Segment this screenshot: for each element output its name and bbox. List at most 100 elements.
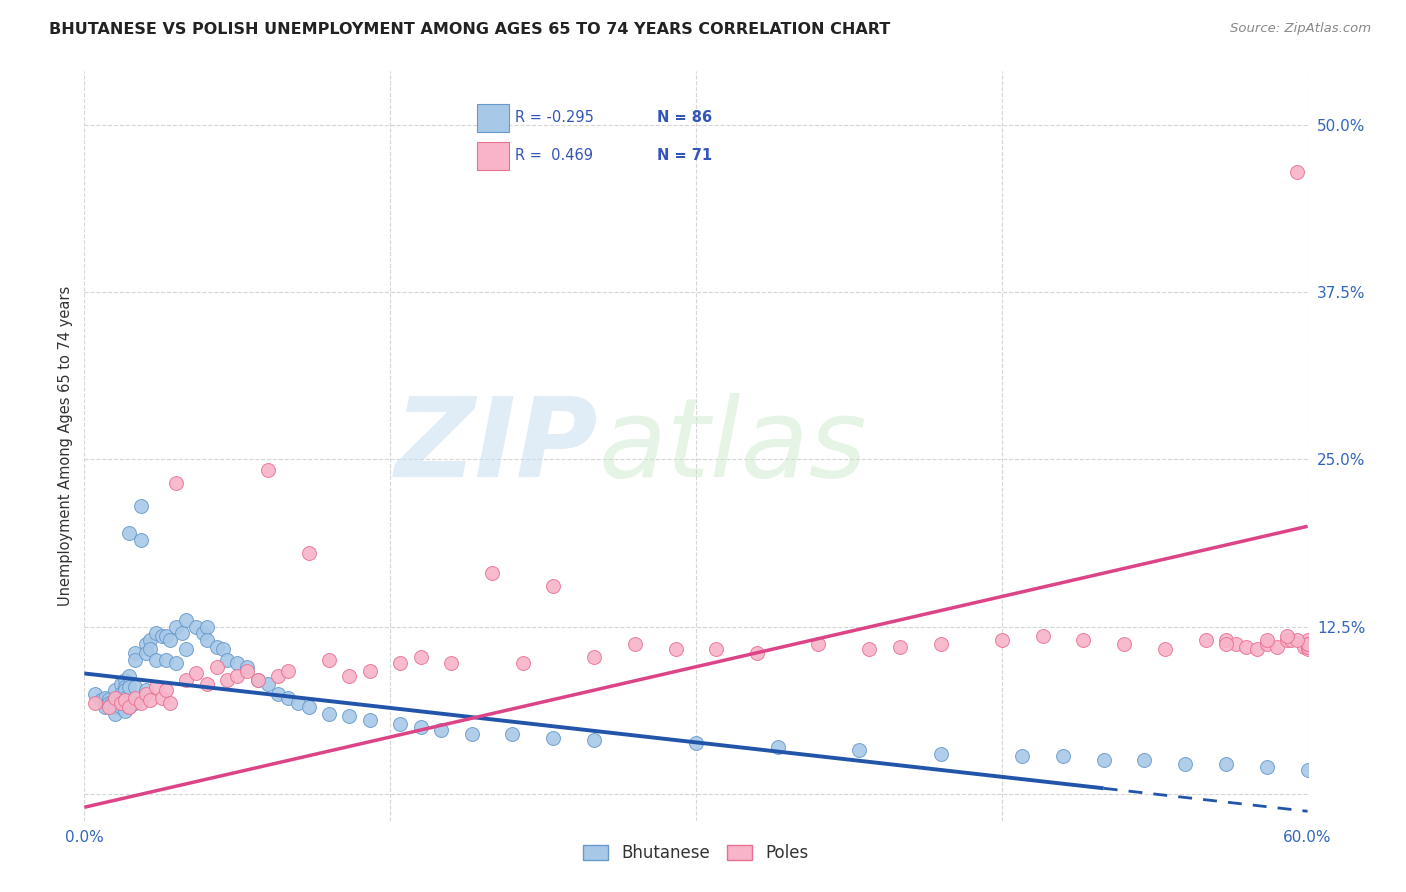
Point bbox=[114, 704, 136, 718]
Point bbox=[118, 680, 141, 694]
Point bbox=[217, 673, 239, 688]
Point bbox=[298, 699, 321, 714]
Point bbox=[1195, 633, 1218, 648]
Point bbox=[287, 696, 309, 710]
Point bbox=[110, 677, 132, 691]
Point bbox=[124, 680, 146, 694]
Point bbox=[124, 696, 146, 710]
Point bbox=[848, 742, 870, 756]
Point bbox=[858, 642, 880, 657]
Point bbox=[246, 673, 269, 688]
Point bbox=[186, 666, 208, 681]
Point bbox=[104, 692, 127, 706]
Point bbox=[1011, 749, 1033, 764]
Point bbox=[1277, 633, 1299, 648]
Point bbox=[1296, 642, 1319, 657]
Point bbox=[93, 696, 115, 710]
Point bbox=[195, 677, 218, 691]
Point bbox=[93, 690, 115, 705]
Point bbox=[150, 690, 173, 705]
Point bbox=[512, 656, 534, 670]
Point bbox=[155, 629, 177, 643]
Point bbox=[226, 669, 249, 683]
Point bbox=[583, 650, 606, 665]
Point bbox=[1133, 753, 1156, 767]
Point bbox=[461, 726, 484, 740]
Point bbox=[124, 690, 146, 705]
Point bbox=[1225, 637, 1247, 651]
Point bbox=[502, 726, 524, 740]
Point bbox=[298, 546, 321, 560]
Point bbox=[155, 682, 177, 697]
Point bbox=[1073, 633, 1095, 648]
Point bbox=[131, 500, 153, 514]
Point bbox=[174, 642, 197, 657]
Point bbox=[430, 723, 453, 737]
Point bbox=[246, 673, 269, 688]
Point bbox=[1292, 640, 1315, 654]
Point bbox=[135, 637, 157, 651]
Point bbox=[150, 629, 173, 643]
Point bbox=[97, 692, 120, 706]
Point bbox=[583, 733, 606, 747]
Point bbox=[135, 682, 157, 697]
Point bbox=[114, 680, 136, 694]
Point bbox=[104, 696, 127, 710]
Point bbox=[110, 699, 132, 714]
Point bbox=[145, 680, 167, 694]
Point bbox=[440, 656, 463, 670]
Text: ZIP: ZIP bbox=[395, 392, 598, 500]
Point bbox=[110, 693, 132, 707]
Point bbox=[118, 699, 141, 714]
Point bbox=[155, 653, 177, 667]
Point bbox=[226, 656, 249, 670]
Text: Source: ZipAtlas.com: Source: ZipAtlas.com bbox=[1230, 22, 1371, 36]
Point bbox=[1032, 629, 1054, 643]
Point bbox=[236, 664, 259, 678]
Point bbox=[277, 690, 299, 705]
Point bbox=[124, 653, 146, 667]
Point bbox=[409, 720, 432, 734]
Point bbox=[889, 640, 911, 654]
Point bbox=[257, 463, 280, 477]
Point bbox=[929, 637, 952, 651]
Point bbox=[1174, 757, 1197, 772]
Point bbox=[1215, 757, 1237, 772]
Point bbox=[1246, 642, 1268, 657]
Point bbox=[205, 640, 228, 654]
Point bbox=[359, 714, 381, 728]
Point bbox=[1296, 637, 1319, 651]
Point bbox=[1256, 633, 1278, 648]
Text: BHUTANESE VS POLISH UNEMPLOYMENT AMONG AGES 65 TO 74 YEARS CORRELATION CHART: BHUTANESE VS POLISH UNEMPLOYMENT AMONG A… bbox=[49, 22, 890, 37]
Point bbox=[165, 656, 187, 670]
Point bbox=[191, 626, 214, 640]
Point bbox=[1296, 637, 1319, 651]
Point bbox=[97, 699, 120, 714]
Point bbox=[195, 620, 218, 634]
Point bbox=[1279, 633, 1302, 648]
Point bbox=[124, 646, 146, 660]
Point bbox=[100, 698, 122, 712]
Point bbox=[114, 696, 136, 710]
Text: atlas: atlas bbox=[598, 392, 866, 500]
Point bbox=[118, 699, 141, 714]
Point bbox=[624, 637, 647, 651]
Point bbox=[1256, 637, 1278, 651]
Point bbox=[145, 653, 167, 667]
Point bbox=[135, 646, 157, 660]
Point bbox=[1286, 164, 1309, 178]
Point bbox=[217, 653, 239, 667]
Point bbox=[543, 731, 565, 745]
Point bbox=[257, 677, 280, 691]
Point bbox=[83, 696, 105, 710]
Point bbox=[685, 736, 707, 750]
Point bbox=[118, 669, 141, 683]
Point bbox=[277, 664, 299, 678]
Point bbox=[114, 682, 136, 697]
Point bbox=[1296, 640, 1319, 654]
Point bbox=[267, 687, 290, 701]
Point bbox=[1296, 637, 1319, 651]
Point bbox=[766, 740, 789, 755]
Point bbox=[135, 687, 157, 701]
Point bbox=[138, 642, 160, 657]
